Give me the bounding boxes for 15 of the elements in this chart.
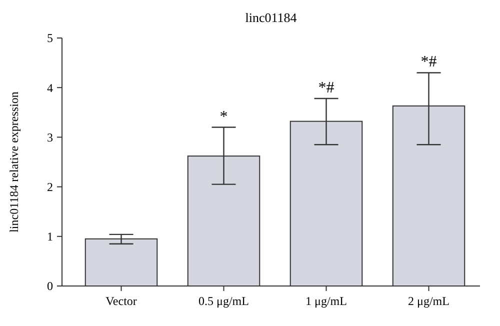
x-tick-label: 0.5 μg/mL xyxy=(198,294,249,308)
y-tick-label: 0 xyxy=(47,279,53,294)
y-tick-label: 2 xyxy=(47,180,53,194)
annotation: *# xyxy=(318,80,334,97)
chart-title: linc01184 xyxy=(245,10,298,25)
x-tick-label: 1 μg/mL xyxy=(306,294,347,308)
y-tick-label: 1 xyxy=(47,230,53,244)
annotation: *# xyxy=(420,54,437,71)
y-tick-label: 4 xyxy=(47,80,53,95)
y-axis-title: linc01184 relative expression xyxy=(7,92,21,232)
x-tick-label: 2 μg/mL xyxy=(408,294,450,308)
y-tick-label: 3 xyxy=(47,130,53,144)
x-tick-label: Vector xyxy=(106,294,137,308)
y-tick-label: 5 xyxy=(47,31,53,46)
annotation: * xyxy=(220,108,228,126)
